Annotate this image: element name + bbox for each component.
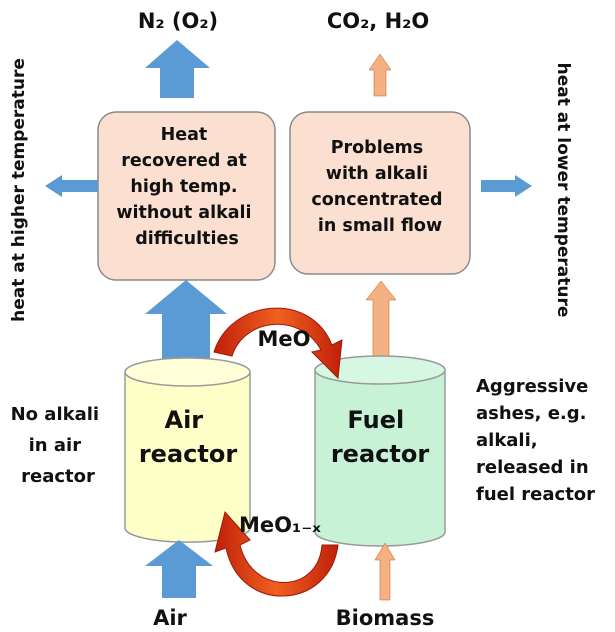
text-line: high temp. xyxy=(130,177,237,197)
text-line: alkali, xyxy=(476,430,538,451)
text-line: Fuel xyxy=(347,406,404,434)
arrow xyxy=(213,307,343,380)
box xyxy=(97,111,276,281)
text-line: Heat xyxy=(161,125,208,145)
text-line: No alkali xyxy=(11,404,99,425)
arrow xyxy=(365,280,397,361)
arrow xyxy=(145,280,227,370)
reactor-label: Air reactor xyxy=(139,406,237,468)
reactor-label: Fuel reactor xyxy=(331,406,429,468)
text-line: recovered at xyxy=(121,151,246,171)
arrow xyxy=(374,542,396,601)
text-line: concentrated xyxy=(311,190,442,210)
output-label: CO₂, H₂O xyxy=(327,9,429,33)
text-line: reactor xyxy=(21,466,95,487)
input-label: Air xyxy=(153,606,187,630)
side-label: heat at lower temperature xyxy=(553,63,573,318)
air-reactor xyxy=(124,357,251,543)
box-text: Problems with alkali concentrated in sma… xyxy=(311,138,448,236)
flow-label: MeO xyxy=(258,327,311,351)
text-line: reactor xyxy=(139,440,237,468)
text-line: reactor xyxy=(331,440,429,468)
text-line: ashes, e.g. xyxy=(476,403,586,424)
arrow xyxy=(481,175,532,197)
arrow xyxy=(368,53,392,97)
flow-label: MeO₁₋ₓ xyxy=(239,513,321,537)
output-label: N₂ (O₂) xyxy=(138,9,218,33)
text-line: Problems xyxy=(331,138,424,158)
text-line: released in xyxy=(476,457,589,478)
text-line: with alkali xyxy=(326,164,428,184)
fuel-reactor xyxy=(314,355,446,547)
note: No alkali in air reactor xyxy=(11,404,106,487)
text-line: in air xyxy=(29,435,82,456)
box-text: Heat recovered at high temp. without alk… xyxy=(116,125,257,249)
text-line: without alkali xyxy=(116,203,251,223)
arrow xyxy=(145,40,210,98)
input-label: Biomass xyxy=(336,606,435,630)
text-line: Aggressive xyxy=(476,376,588,397)
text-line: in small flow xyxy=(318,216,442,236)
arrow xyxy=(45,175,98,197)
text-line: difficulties xyxy=(135,229,239,249)
text-line: fuel reactor xyxy=(476,484,595,505)
note: Aggressive ashes, e.g. alkali, released … xyxy=(476,376,595,505)
arrow xyxy=(145,540,213,598)
side-label: heat at higher temperature xyxy=(9,58,29,322)
text-line: Air xyxy=(165,406,204,434)
arrow xyxy=(214,510,339,597)
box xyxy=(289,111,471,275)
